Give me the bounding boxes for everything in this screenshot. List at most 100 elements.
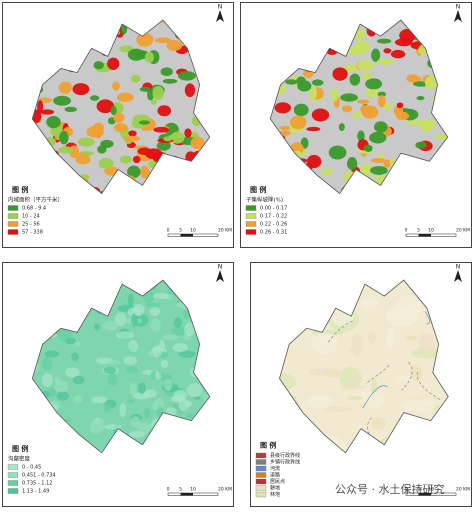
patch (145, 51, 154, 63)
patch (377, 95, 386, 108)
patch (128, 130, 137, 137)
patch (139, 86, 152, 92)
patch (405, 335, 418, 341)
patch (307, 394, 333, 408)
legend-label: 0.26 - 0.31 (260, 230, 287, 236)
patch (390, 49, 406, 59)
patch (114, 312, 127, 327)
patch (131, 313, 139, 327)
patch (44, 350, 60, 358)
patch (127, 399, 136, 404)
patch (119, 155, 132, 164)
scale-label: 0 (405, 228, 408, 234)
legend-swatch (245, 221, 257, 227)
patch (309, 86, 318, 100)
patch (116, 331, 135, 339)
patch (136, 32, 154, 47)
scale-label: 0 (167, 487, 170, 493)
patch (143, 389, 157, 398)
patch (418, 332, 436, 355)
patch (346, 157, 358, 170)
legend-label: 居民点 (270, 479, 285, 485)
patch (72, 83, 90, 96)
patch (349, 73, 361, 86)
legend-title: 沟壑密度 (8, 455, 31, 463)
patch (59, 130, 69, 145)
patch (123, 135, 141, 142)
patch (57, 327, 72, 341)
patch (185, 413, 193, 419)
scale-label: 5 (179, 228, 182, 234)
legend-label: 河流 (270, 465, 280, 472)
patch (402, 399, 436, 413)
legend-label: 0.22 - 0.26 (260, 222, 287, 228)
legend-swatch (7, 472, 19, 478)
patch (162, 78, 178, 84)
patch (41, 373, 53, 387)
patch (285, 79, 298, 85)
legend-swatch (255, 472, 267, 478)
north-label: N (456, 264, 461, 271)
region-fill (32, 280, 210, 453)
patch (127, 48, 145, 61)
legend-swatch (255, 478, 267, 485)
legend-label: 0.00 - 0.17 (260, 206, 287, 212)
patch (406, 74, 420, 83)
patch (126, 366, 138, 374)
legend-swatch (7, 205, 19, 211)
patch (71, 352, 79, 362)
legend-label: 道路 (270, 472, 280, 479)
patch (107, 57, 120, 70)
legend-swatch (7, 221, 19, 227)
legend-label: 57 - 338 (22, 230, 43, 236)
patch (150, 99, 157, 105)
patch (75, 154, 91, 165)
legend-heading: 图 例 (250, 185, 266, 194)
patch (383, 103, 393, 111)
patch (418, 119, 436, 130)
legend-swatch (7, 213, 19, 219)
patch (330, 88, 339, 102)
patch (152, 293, 170, 299)
patch (95, 131, 102, 139)
region-outline (279, 279, 449, 454)
legend-swatch (255, 465, 267, 472)
patch (132, 303, 145, 316)
patch (41, 356, 53, 371)
patch (348, 377, 367, 382)
patch (383, 48, 392, 54)
patch (77, 137, 95, 147)
patch (184, 128, 192, 138)
legend-heading: 图 例 (12, 444, 28, 453)
scale-label: 0 (405, 487, 408, 493)
patch (65, 367, 80, 378)
legend-heading: 图 例 (260, 441, 276, 450)
legend-label: 0.17 - 0.22 (260, 214, 287, 220)
patch (386, 327, 395, 349)
scale-bar-fill (180, 234, 193, 237)
patch (165, 407, 177, 416)
region-fill (270, 20, 448, 194)
patch (46, 115, 61, 129)
legend-swatch (245, 229, 257, 235)
patch (434, 134, 448, 140)
patch (157, 105, 172, 117)
north-arrow (454, 270, 462, 282)
watermark: 公众号 · 水土保持研究 (335, 482, 445, 496)
patch (395, 376, 413, 382)
scale-label: 5 (179, 487, 182, 493)
patch (367, 331, 377, 344)
patch (93, 122, 104, 133)
north-label: N (456, 4, 461, 11)
scale-label: 20 KM (456, 487, 470, 493)
patch (93, 61, 104, 70)
patch (371, 416, 386, 431)
patch (113, 112, 125, 123)
patch (339, 366, 362, 390)
patch (332, 67, 348, 81)
boundary-line (326, 320, 353, 345)
patch (354, 40, 370, 54)
